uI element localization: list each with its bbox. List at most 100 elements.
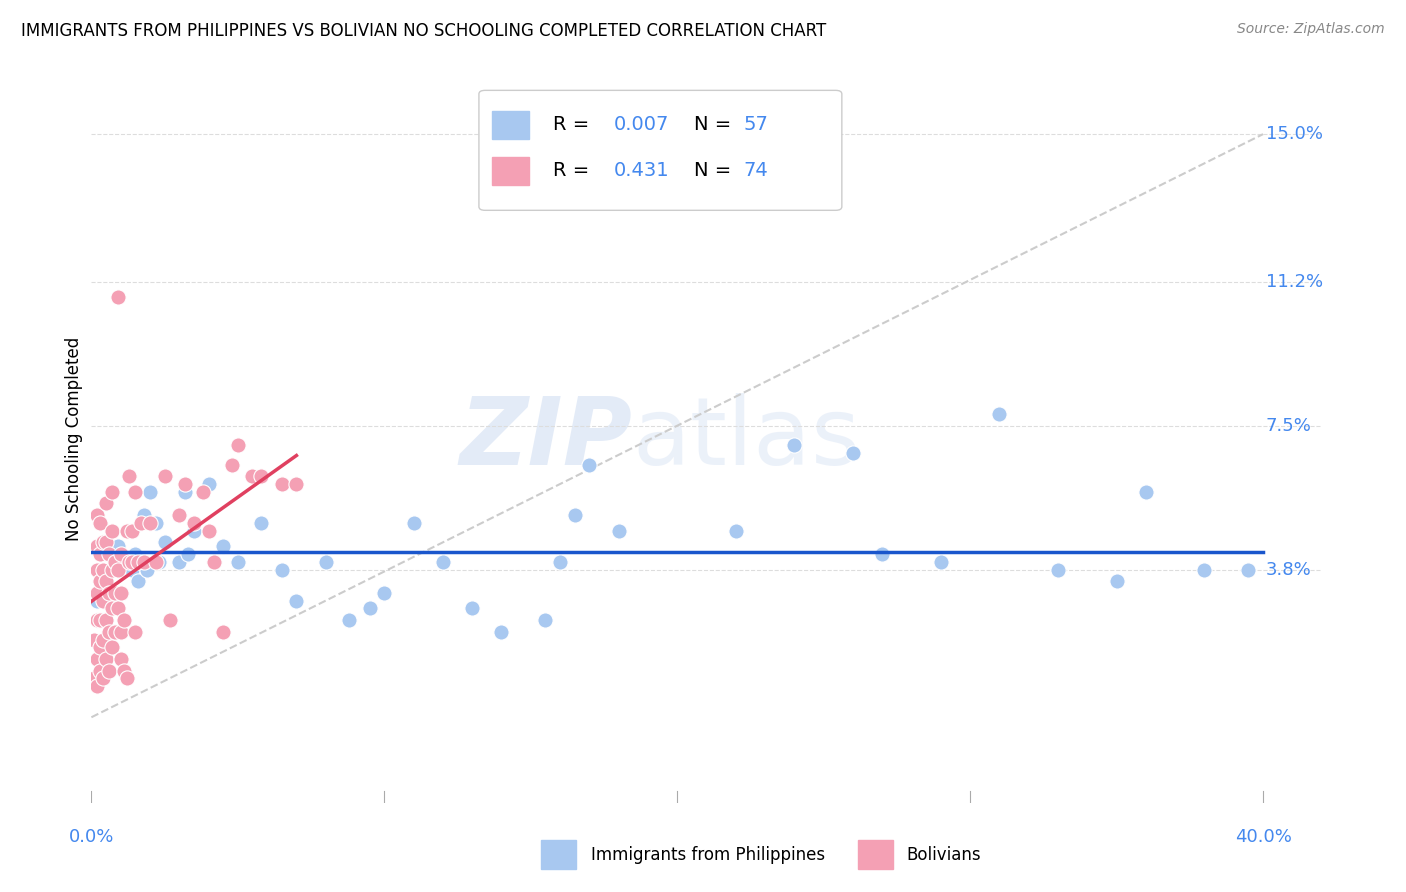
Point <box>197 477 219 491</box>
Point <box>1194 563 1216 577</box>
Text: 0.007: 0.007 <box>614 115 669 134</box>
Point <box>86 539 108 553</box>
Point <box>91 632 114 647</box>
Point <box>98 586 120 600</box>
Text: 11.2%: 11.2% <box>1265 273 1323 291</box>
Point <box>94 613 117 627</box>
Point <box>285 477 308 491</box>
Point <box>86 508 108 522</box>
Point <box>783 438 806 452</box>
Point <box>110 586 132 600</box>
Point <box>98 664 120 678</box>
Point <box>115 555 138 569</box>
Text: R =: R = <box>553 161 589 180</box>
Point <box>202 555 225 569</box>
Point <box>112 563 135 577</box>
Point <box>432 555 454 569</box>
Point <box>118 524 141 538</box>
Text: 15.0%: 15.0% <box>1265 125 1323 143</box>
Point <box>153 535 176 549</box>
Point <box>86 679 108 693</box>
Point <box>607 524 630 538</box>
Point <box>107 539 129 553</box>
Point <box>534 613 557 627</box>
Point <box>174 484 197 499</box>
Point <box>91 593 114 607</box>
Point <box>226 555 249 569</box>
Point <box>104 586 127 600</box>
FancyBboxPatch shape <box>492 112 529 139</box>
Point <box>104 555 127 569</box>
Point <box>132 555 155 569</box>
Point <box>86 652 108 666</box>
Point <box>270 563 292 577</box>
Point <box>101 640 124 655</box>
Point <box>221 458 243 472</box>
Point <box>107 563 129 577</box>
Point <box>136 563 159 577</box>
Point <box>89 574 111 589</box>
Point <box>169 508 191 522</box>
Text: N =: N = <box>695 115 731 134</box>
Point <box>86 593 108 607</box>
Point <box>183 524 205 538</box>
Point <box>91 563 114 577</box>
Point <box>89 574 111 589</box>
Point <box>107 601 129 615</box>
Point <box>86 613 108 627</box>
Point <box>548 555 571 569</box>
Point <box>402 516 425 530</box>
Point <box>101 601 124 615</box>
Point <box>1135 484 1157 499</box>
Text: 0.0%: 0.0% <box>69 828 114 846</box>
Point <box>118 555 141 569</box>
Point <box>315 555 337 569</box>
Text: N =: N = <box>695 161 731 180</box>
Point <box>250 469 273 483</box>
Point <box>91 672 114 686</box>
Point <box>94 496 117 510</box>
Point <box>101 484 124 499</box>
Point <box>270 477 292 491</box>
FancyBboxPatch shape <box>479 90 842 211</box>
Point <box>101 563 124 577</box>
Point <box>83 672 105 686</box>
Point <box>104 555 127 569</box>
Text: 74: 74 <box>744 161 768 180</box>
Point <box>1105 574 1128 589</box>
Point <box>226 438 249 452</box>
Point <box>107 290 129 304</box>
Point <box>1237 563 1260 577</box>
Point <box>91 535 114 549</box>
Point <box>148 555 170 569</box>
Point <box>373 586 395 600</box>
Point <box>94 574 117 589</box>
Point <box>174 477 197 491</box>
Point <box>202 555 225 569</box>
Point <box>112 664 135 678</box>
Text: R =: R = <box>553 115 589 134</box>
Point <box>359 601 381 615</box>
Point <box>89 640 111 655</box>
Text: 40.0%: 40.0% <box>1234 828 1292 846</box>
Point <box>132 508 155 522</box>
Point <box>212 624 235 639</box>
Point <box>94 652 117 666</box>
Point <box>127 555 149 569</box>
Point <box>104 624 127 639</box>
Point <box>121 555 143 569</box>
Point <box>89 547 111 561</box>
Point <box>191 484 214 499</box>
Text: 7.5%: 7.5% <box>1265 417 1312 434</box>
Point <box>153 469 176 483</box>
Point <box>145 555 167 569</box>
Text: ZIP: ZIP <box>460 393 633 485</box>
Point <box>212 539 235 553</box>
Point <box>250 516 273 530</box>
Point <box>988 407 1011 421</box>
Text: 57: 57 <box>744 115 768 134</box>
Point <box>101 524 124 538</box>
Point <box>461 601 484 615</box>
Text: 0.431: 0.431 <box>614 161 669 180</box>
Y-axis label: No Schooling Completed: No Schooling Completed <box>65 337 83 541</box>
